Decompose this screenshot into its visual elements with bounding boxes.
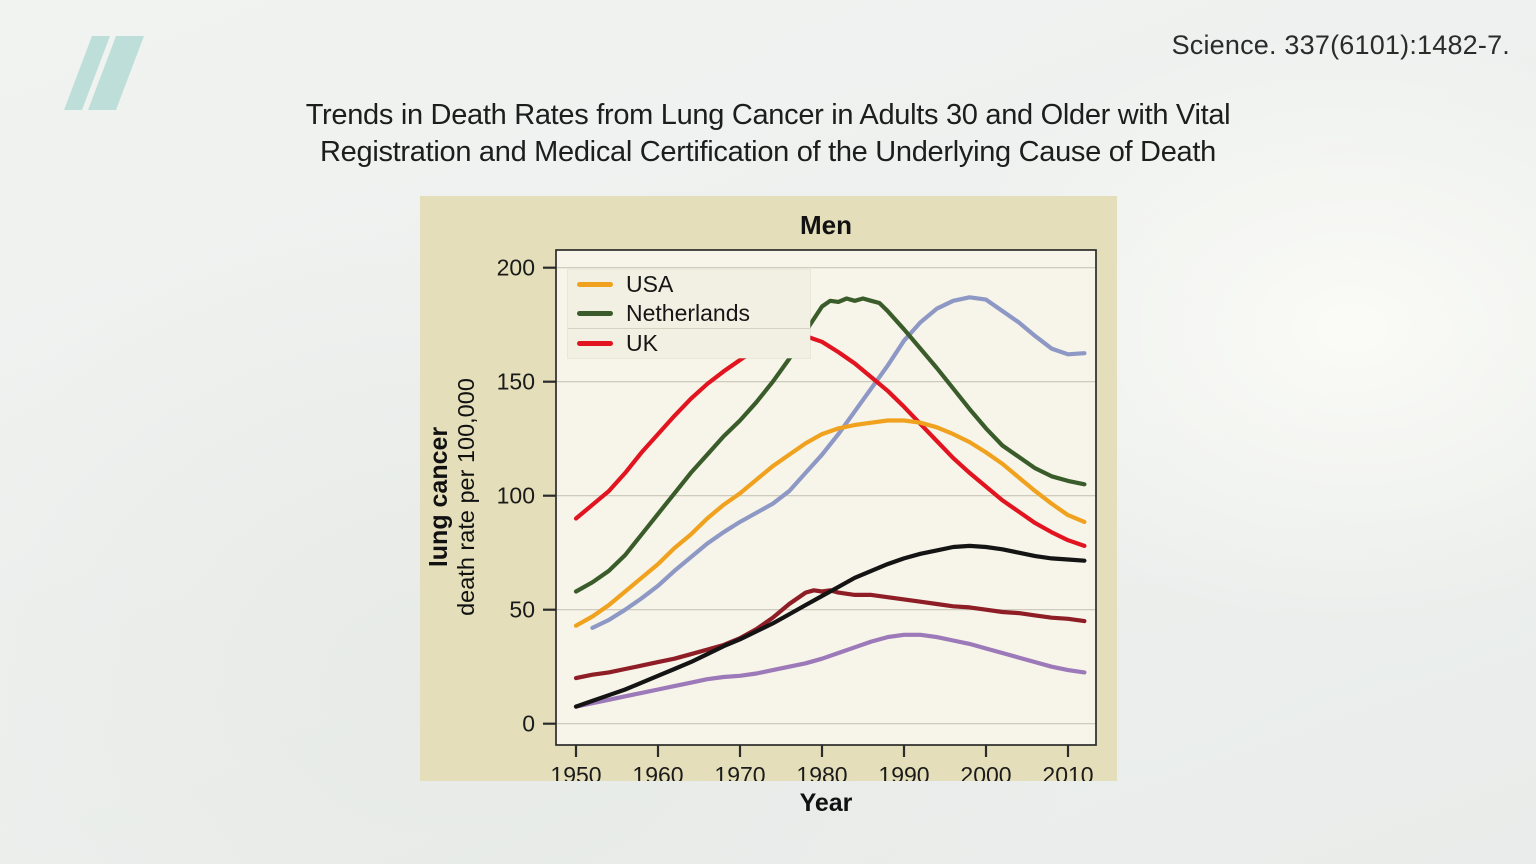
- legend-label-netherlands: Netherlands: [626, 300, 751, 326]
- chart-panel: Men 0 50 100 150 200 1950 1960 1970 1980 1990 2000…: [420, 196, 1117, 781]
- logo-right-stroke: [88, 36, 144, 110]
- legend-swatch-uk: [577, 340, 613, 347]
- x-tick-label-2000: 2000: [960, 762, 1011, 781]
- legend-label-uk: UK: [626, 330, 658, 356]
- legend-swatch-usa: [577, 281, 613, 288]
- y-axis-title: lung cancer death rate per 100,000: [423, 317, 481, 677]
- legend-swatch-netherlands: [577, 310, 613, 317]
- plot-frame: [555, 249, 1097, 746]
- series-line-blue: [590, 295, 1087, 630]
- slide-title-line2: Registration and Medical Certification o…: [320, 136, 1216, 168]
- logo-left-stroke: [64, 36, 110, 110]
- series-line-netherlands: [573, 296, 1087, 594]
- y-tick-label-100: 100: [497, 483, 535, 509]
- series-line-usa: [573, 418, 1087, 628]
- legend: USA Netherlands UK: [568, 270, 810, 358]
- y-tick-label-150: 150: [497, 369, 535, 395]
- y-tick-label-0: 0: [522, 711, 535, 737]
- y-axis-title-bold: lung cancer: [425, 426, 453, 568]
- y-axis-title-sub: death rate per 100,000: [453, 378, 479, 616]
- x-tick-label-1980: 1980: [796, 762, 847, 781]
- nutritionfacts-logo: [64, 36, 144, 110]
- series-line-uk: [573, 334, 1087, 548]
- x-tick-label-2010: 2010: [1042, 762, 1093, 781]
- slide-title-line1: Trends in Death Rates from Lung Cancer i…: [305, 99, 1231, 131]
- x-axis-title: Year: [799, 789, 853, 817]
- y-tick-label-200: 200: [497, 255, 535, 281]
- legend-label-usa: USA: [626, 271, 674, 297]
- series-line-dark-red: [573, 588, 1087, 681]
- legend-item-usa: USA: [568, 270, 810, 299]
- slide-title: Trends in Death Rates from Lung Cancer i…: [0, 97, 1536, 171]
- series-line-black: [573, 543, 1087, 709]
- series-line-purple: [573, 632, 1087, 709]
- legend-item-netherlands: Netherlands: [568, 299, 810, 328]
- x-tick-label-1990: 1990: [878, 762, 929, 781]
- x-tick-label-1950: 1950: [550, 762, 601, 781]
- legend-item-uk: UK: [568, 328, 810, 358]
- chart-title: Men: [800, 210, 852, 240]
- x-tick-label-1960: 1960: [632, 762, 683, 781]
- citation: Science. 337(6101):1482-7.: [1171, 30, 1510, 60]
- y-tick-label-50: 50: [509, 597, 535, 623]
- x-tick-label-1970: 1970: [714, 762, 765, 781]
